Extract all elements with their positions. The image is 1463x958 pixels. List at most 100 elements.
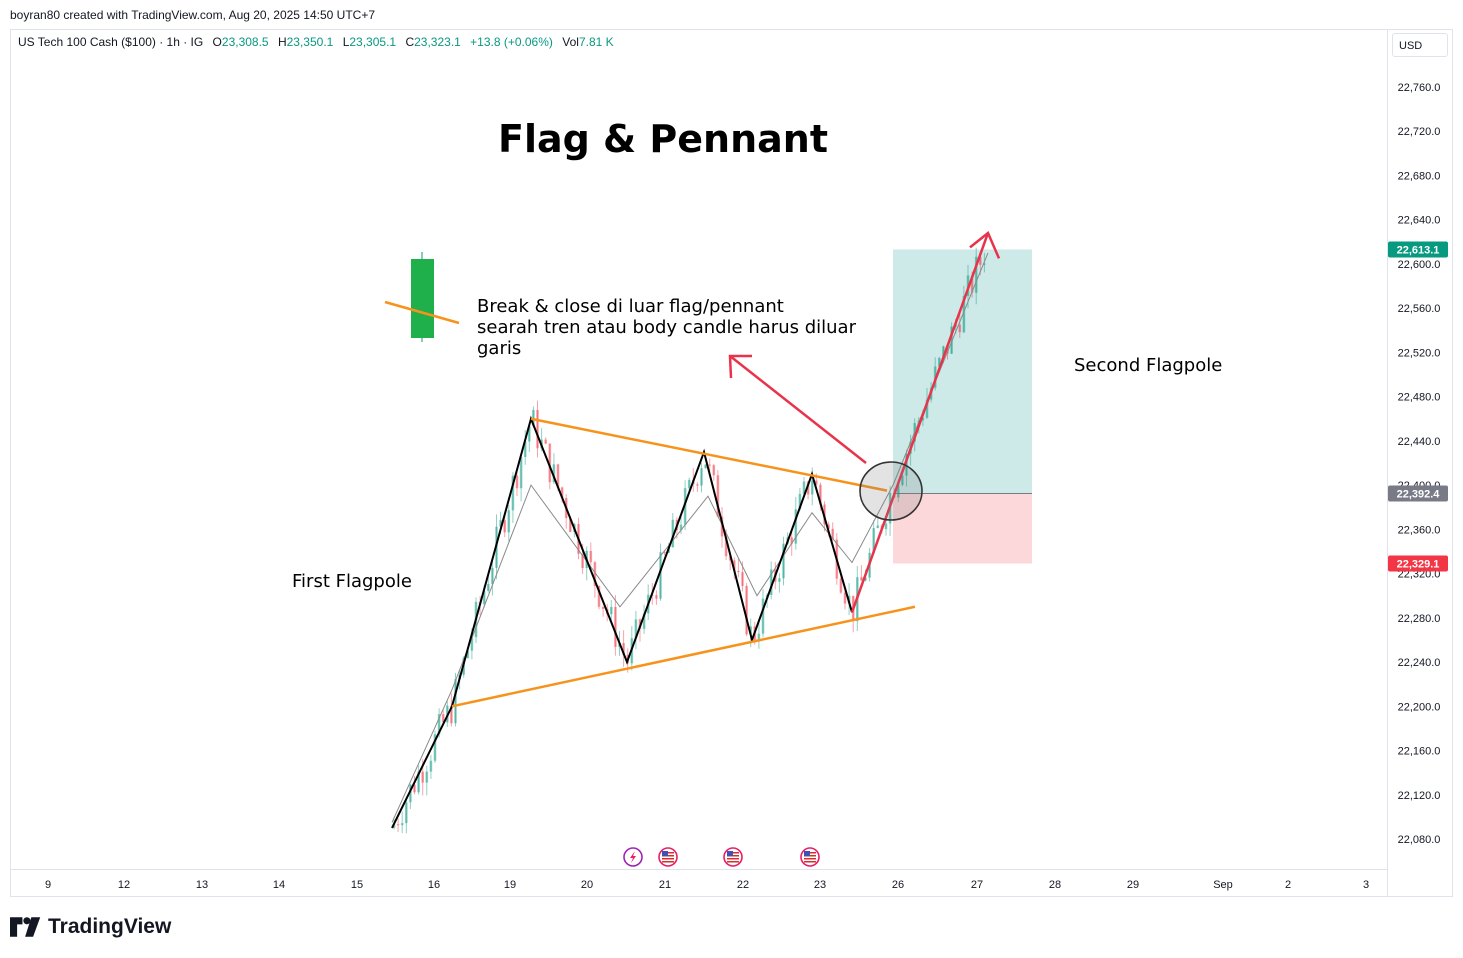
candle-body (491, 567, 494, 585)
candle-body (560, 487, 564, 499)
close-label: C (405, 35, 415, 49)
candle-body (634, 619, 638, 639)
time-tick-label: Sep (1213, 879, 1233, 891)
candle-body (798, 493, 802, 510)
flag-upper-trendline (530, 417, 888, 492)
time-tick-label: 2 (1285, 879, 1291, 891)
candle-body (552, 464, 556, 483)
volume-label: Vol (562, 35, 579, 49)
open-value: 23,308.5 (221, 35, 269, 49)
breakout-arrow-head (969, 230, 1001, 259)
candle-body (802, 481, 806, 494)
time-axis: 9 12 13 14 15 16 19 20 21 22 23 26 27 28 29 Sep 2 3 (45, 879, 1369, 891)
candle-body (700, 468, 703, 486)
candle-body (831, 528, 834, 540)
stop-zone (893, 493, 1032, 564)
lightning-event-icon[interactable] (623, 847, 643, 867)
candle-body (806, 481, 810, 495)
price-marker-label: 22,392.4 (1397, 489, 1441, 501)
candle-body (810, 480, 814, 495)
us-flag-event-icon[interactable] (723, 847, 743, 867)
price-tick-label: 22,160.0 (1398, 746, 1441, 758)
time-tick-label: 28 (1049, 879, 1061, 891)
candle-body (507, 510, 511, 533)
first-flagpole-label: First Flagpole (292, 571, 412, 592)
flag-canton (662, 851, 668, 856)
low-label: L (342, 35, 350, 49)
price-tick-label: 22,600.0 (1398, 259, 1441, 271)
volume-value: 7.81 K (578, 35, 614, 49)
candle-body (733, 560, 736, 571)
currency-selector[interactable]: USD (1392, 33, 1448, 57)
price-tick-label: 22,120.0 (1398, 790, 1441, 802)
tradingview-logo: TradingView (10, 915, 171, 939)
candle-body (487, 584, 490, 591)
candle-body (724, 536, 728, 557)
candle-body (450, 705, 453, 724)
candle-body (683, 488, 687, 525)
us-flag-event-icon[interactable] (800, 847, 820, 867)
example-candle-body (411, 259, 434, 338)
us-flag-event-icon[interactable] (658, 847, 678, 867)
time-tick-label: 3 (1363, 879, 1369, 891)
time-axis-divider (10, 869, 1387, 870)
flag-stripe (662, 858, 674, 860)
candle-body (979, 256, 982, 265)
candle-body (642, 613, 646, 629)
flag-circle (658, 847, 678, 867)
candle-body (437, 714, 441, 735)
price-tick-label: 22,240.0 (1398, 657, 1441, 669)
candle-body (769, 569, 773, 595)
high-value: 23,350.1 (286, 35, 334, 49)
candle-body (523, 441, 527, 458)
time-tick-label: 20 (581, 879, 593, 891)
candle-body (782, 543, 785, 579)
candle-body (470, 637, 474, 651)
symbol-name[interactable]: US Tech 100 Cash ($100) · 1h · IG (18, 35, 204, 49)
symbol-legend: US Tech 100 Cash ($100) · 1h · IG O23,30… (18, 35, 614, 49)
candle-body (663, 552, 666, 554)
time-tick-label: 15 (351, 879, 363, 891)
flag-stripe (804, 858, 816, 860)
time-tick-label: 27 (971, 879, 983, 891)
price-tick-label: 22,440.0 (1398, 436, 1441, 448)
candle-body (958, 324, 962, 333)
price-marker-label: 22,613.1 (1397, 244, 1440, 256)
lightning-bolt (630, 851, 636, 863)
price-tick-label: 22,280.0 (1398, 613, 1441, 625)
candle-body (970, 275, 974, 293)
candle-body (536, 409, 539, 449)
candle-body (720, 516, 724, 537)
candle-body (712, 465, 716, 476)
candle-body (589, 550, 593, 563)
candle-body (454, 679, 457, 724)
candle-body (511, 475, 515, 511)
candle-body (938, 357, 941, 367)
candle-body (405, 802, 408, 824)
price-marker-badge (1388, 485, 1448, 502)
note-pointer-arrow (728, 354, 867, 464)
flag-lower-trendline (451, 605, 916, 708)
price-tick-label: 22,680.0 (1398, 170, 1441, 182)
price-marker-badge (1388, 555, 1448, 572)
candle-body (400, 823, 404, 826)
candle-body (921, 417, 925, 421)
candle-body (962, 295, 966, 333)
note-line-0: Break & close di luar flag/pennant (477, 296, 784, 317)
second-flagpole-label: Second Flagpole (1074, 355, 1222, 376)
price-marker-label: 22,329.1 (1397, 559, 1440, 571)
candle-body (687, 479, 691, 489)
example-candle (384, 252, 460, 342)
price-tick-label: 22,520.0 (1398, 347, 1441, 359)
flag-stripe (727, 858, 739, 860)
candle-body (655, 595, 658, 599)
candle-body (569, 518, 572, 533)
tradingview-logo-icon (10, 917, 41, 937)
flag-canton (727, 851, 733, 856)
candle-body (671, 519, 675, 548)
time-tick-label: 26 (892, 879, 904, 891)
candle-body (433, 734, 437, 761)
candle-body (556, 464, 560, 488)
candle-body (946, 346, 949, 354)
